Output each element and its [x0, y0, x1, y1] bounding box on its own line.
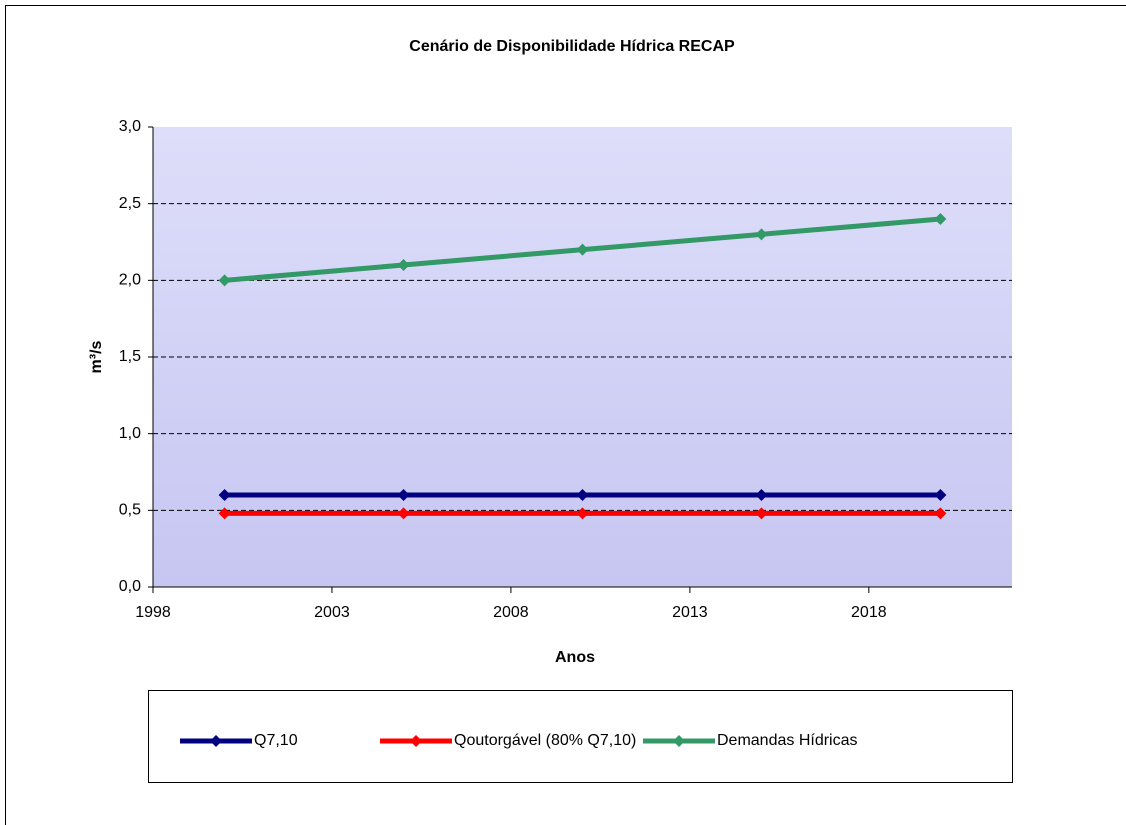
legend-label: Qoutorgável (80% Q7,10) [454, 732, 636, 749]
marker [934, 507, 947, 520]
legend-label: Q7,10 [254, 732, 298, 749]
marker [934, 489, 947, 501]
legend-marker [673, 735, 685, 747]
x-tick-label: 2018 [851, 604, 887, 621]
y-tick-label: 2,5 [119, 195, 141, 212]
y-tick-label: 2,0 [119, 272, 141, 289]
marker [576, 489, 589, 501]
y-axis-label: m³/s [88, 340, 105, 373]
marker [218, 507, 231, 520]
marker [755, 507, 768, 520]
marker [755, 489, 768, 501]
marker [397, 259, 410, 271]
x-tick-label: 2013 [672, 604, 708, 621]
y-tick-label: 1,5 [119, 348, 141, 365]
marker [755, 228, 768, 241]
x-axis-label: Anos [555, 649, 595, 666]
y-tick-label: 3,0 [119, 118, 141, 135]
marker [576, 507, 589, 520]
x-tick-label: 2008 [493, 604, 529, 621]
marker [934, 213, 947, 225]
legend-box [148, 690, 1013, 783]
y-tick-label: 0,0 [119, 578, 141, 595]
marker [218, 274, 231, 287]
y-tick-label: 1,0 [119, 425, 141, 442]
legend-marker [210, 735, 222, 747]
marker [397, 489, 410, 501]
chart-title: Cenário de Disponibilidade Hídrica RECAP [409, 38, 735, 55]
x-tick-label: 2003 [314, 604, 350, 621]
marker [576, 243, 589, 256]
y-tick-label: 0,5 [119, 502, 141, 519]
legend-marker [410, 735, 422, 747]
legend-label: Demandas Hídricas [717, 732, 858, 749]
x-tick-label: 1998 [135, 604, 171, 621]
marker [218, 489, 231, 501]
marker [397, 507, 410, 520]
